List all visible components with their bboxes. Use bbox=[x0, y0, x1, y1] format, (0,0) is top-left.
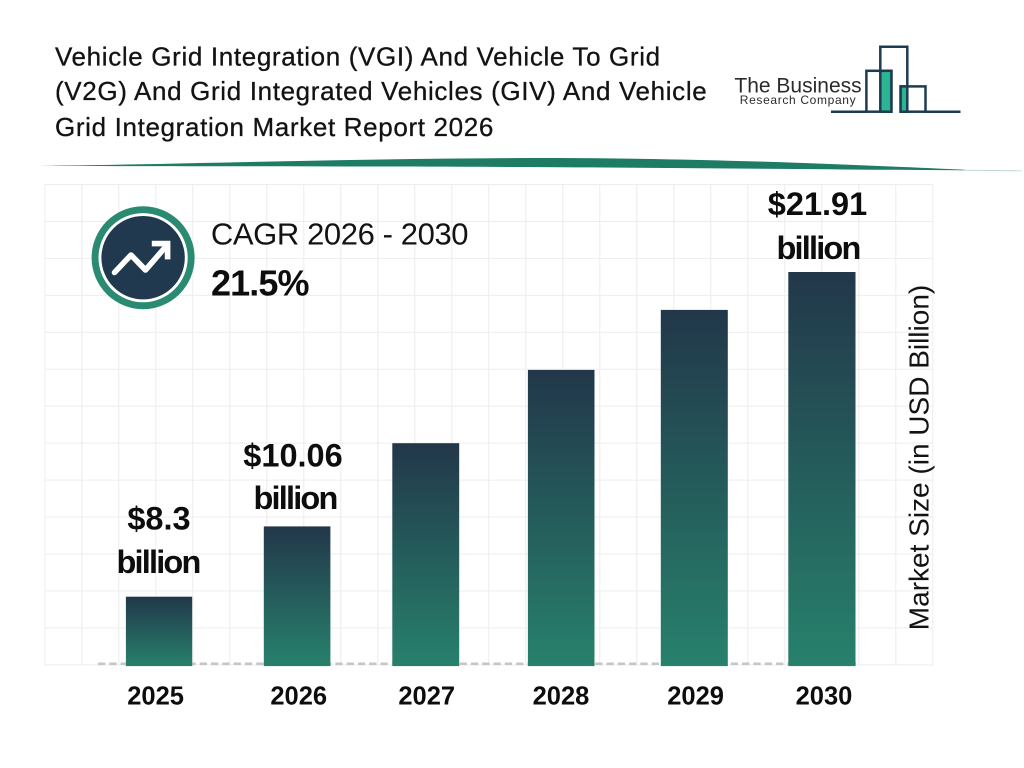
svg-text:billion: billion bbox=[253, 480, 336, 516]
svg-text:billion: billion bbox=[776, 230, 859, 266]
svg-text:Vehicle Grid Integration (VGI): Vehicle Grid Integration (VGI) And Vehic… bbox=[55, 41, 661, 71]
svg-text:2029: 2029 bbox=[667, 683, 724, 711]
svg-text:billion: billion bbox=[116, 544, 199, 580]
svg-text:2028: 2028 bbox=[533, 683, 590, 711]
svg-text:(V2G) And Grid Integrated Vehi: (V2G) And Grid Integrated Vehicles (GIV)… bbox=[55, 76, 707, 106]
svg-text:2025: 2025 bbox=[127, 683, 184, 711]
svg-text:The Business: The Business bbox=[734, 74, 861, 97]
svg-text:2027: 2027 bbox=[398, 683, 455, 711]
svg-text:CAGR 2026 - 2030: CAGR 2026 - 2030 bbox=[211, 216, 468, 251]
svg-text:$21.91: $21.91 bbox=[768, 186, 867, 222]
svg-text:2030: 2030 bbox=[796, 683, 853, 711]
svg-text:21.5%: 21.5% bbox=[211, 263, 309, 304]
svg-text:Market Size (in USD Billion): Market Size (in USD Billion) bbox=[904, 285, 935, 630]
svg-text:Research Company: Research Company bbox=[740, 93, 856, 107]
svg-text:2026: 2026 bbox=[270, 683, 327, 711]
svg-text:$10.06: $10.06 bbox=[243, 438, 342, 474]
svg-text:$8.3: $8.3 bbox=[127, 500, 190, 536]
svg-text:Grid Integration Market Report: Grid Integration Market Report 2026 bbox=[55, 112, 494, 142]
